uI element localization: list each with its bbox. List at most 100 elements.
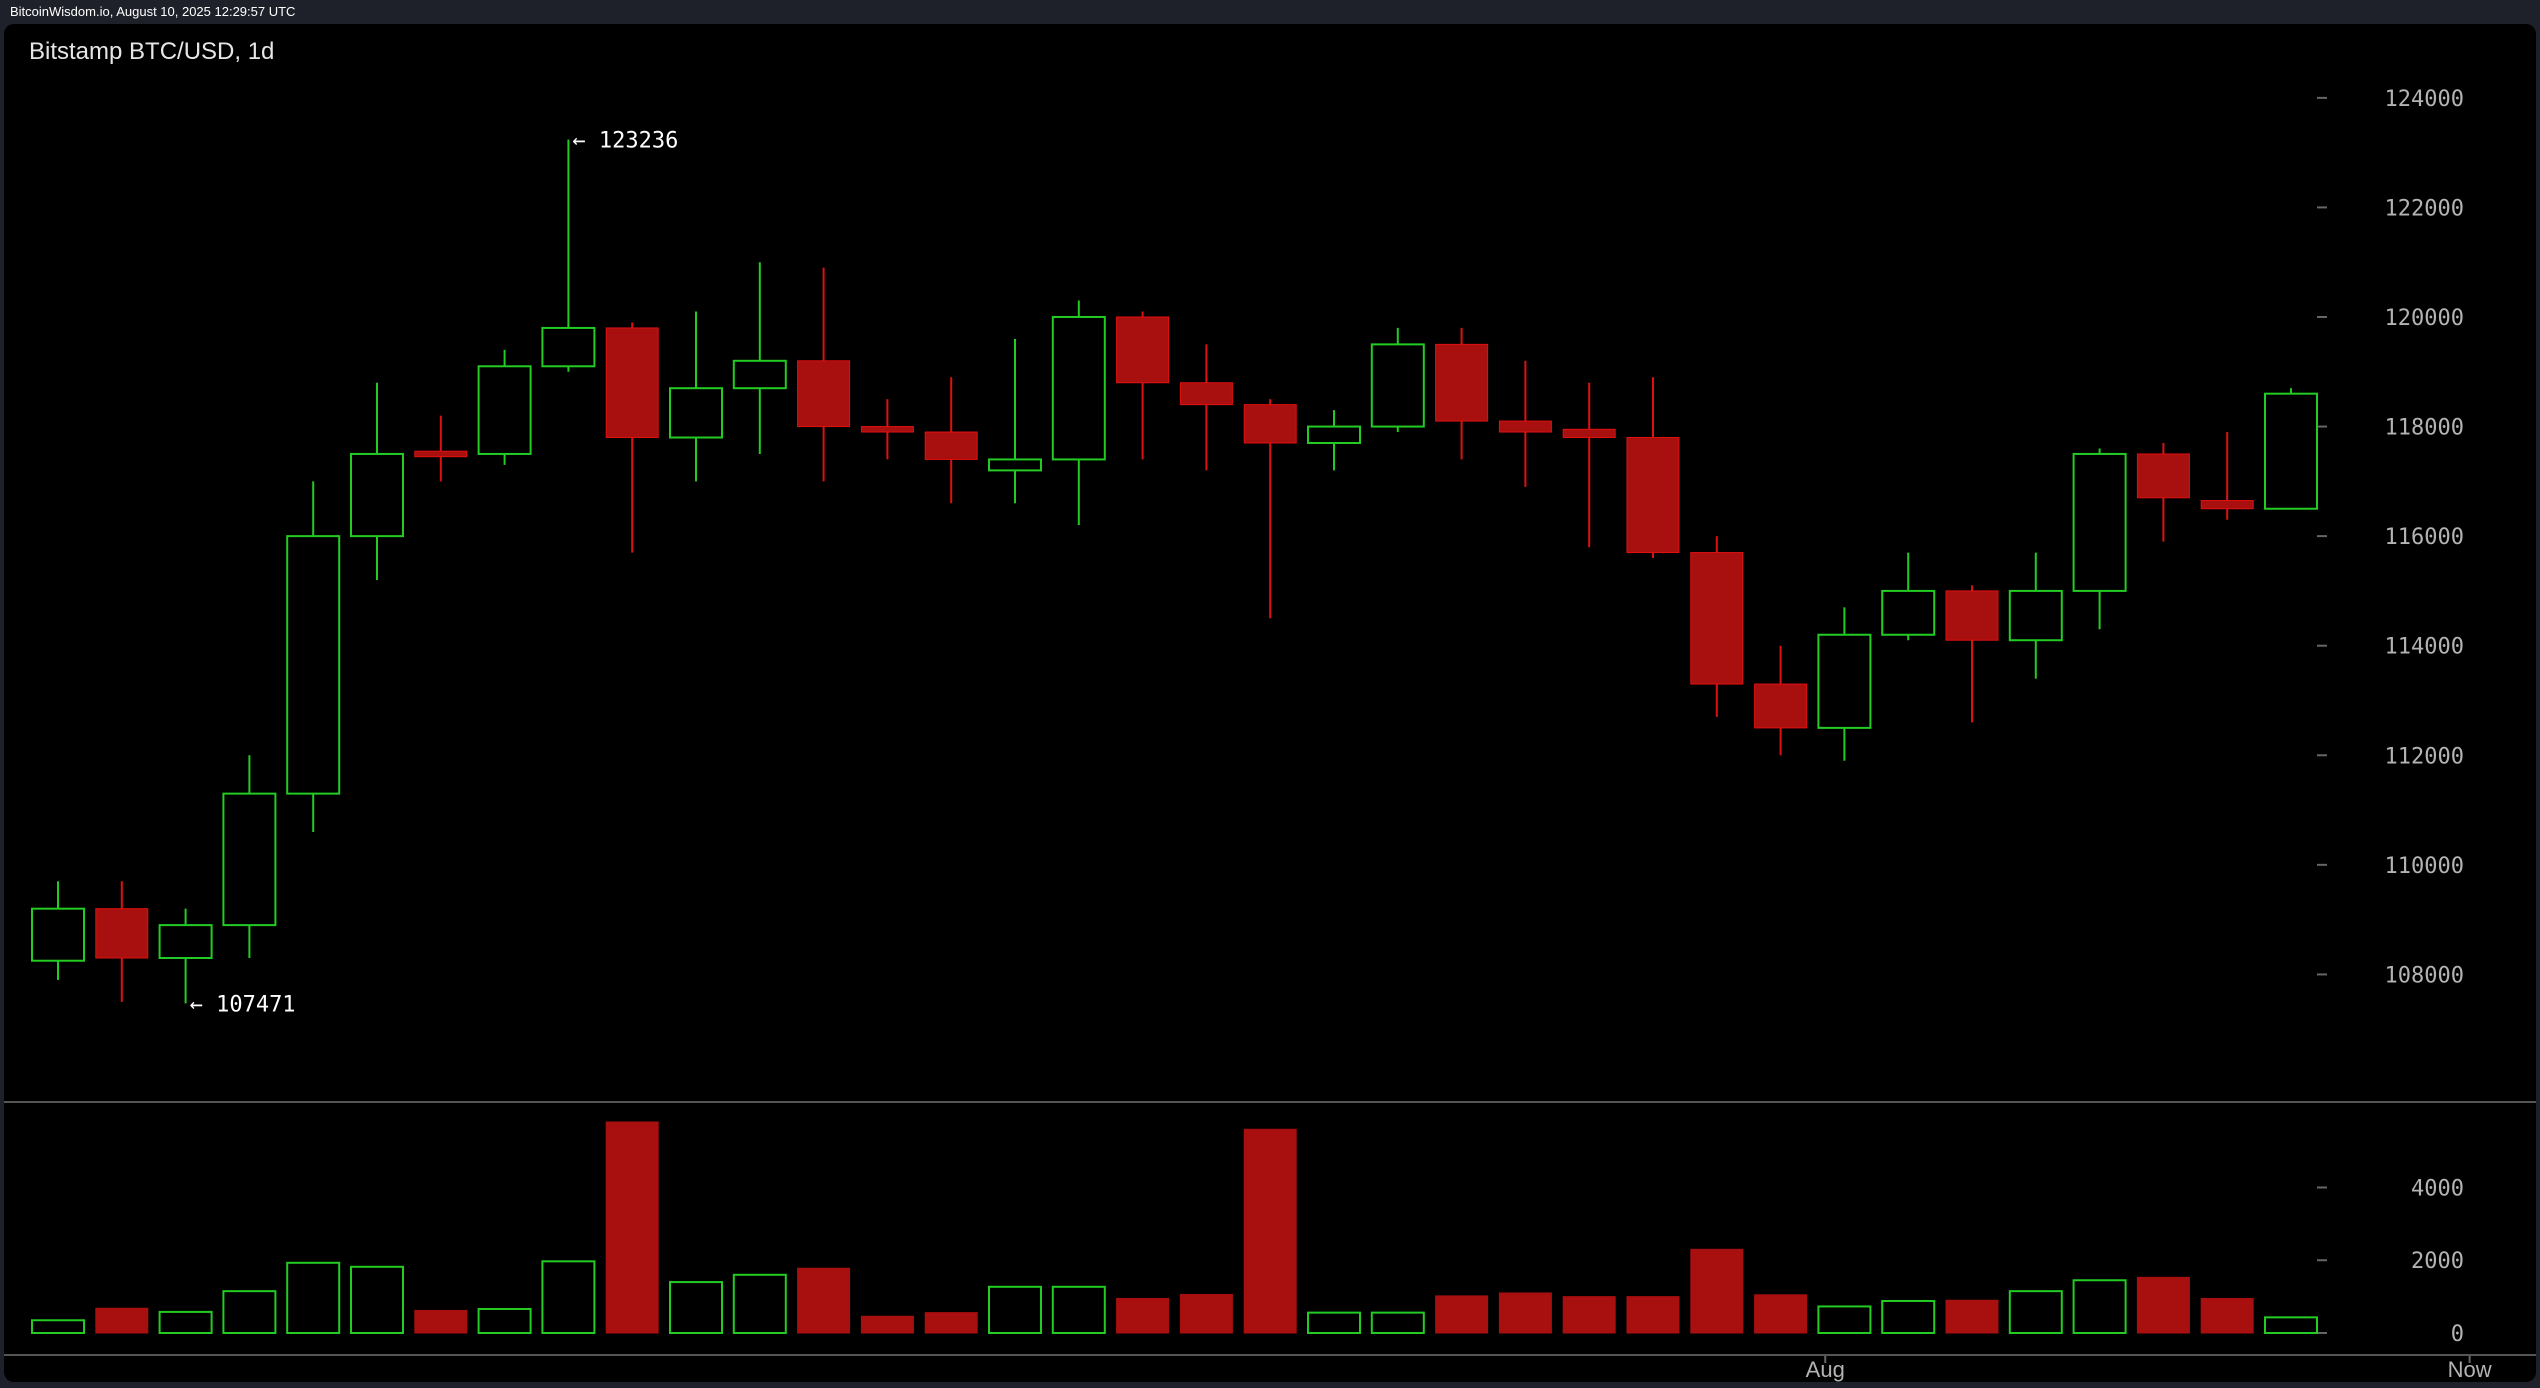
- volume-bar-down: [1243, 1128, 1297, 1334]
- candle-body: [414, 450, 468, 458]
- volume-tick-label: 0: [2451, 1322, 2464, 1347]
- candle-body: [1754, 683, 1808, 729]
- price-tick-label: 112000: [2385, 744, 2464, 769]
- candle-down: [95, 881, 149, 1002]
- candle-up: [1051, 300, 1106, 526]
- candle-body: [669, 387, 723, 439]
- candle-body: [1498, 420, 1552, 433]
- candle-up: [2008, 552, 2063, 679]
- volume-bar-up: [222, 1290, 277, 1335]
- candle-down: [1690, 536, 1744, 717]
- price-tick-label: 108000: [2385, 963, 2464, 988]
- volume-bar-down: [797, 1267, 851, 1334]
- candle-up: [2072, 448, 2127, 630]
- volume-bar-up: [732, 1273, 787, 1334]
- volume-bar-up: [31, 1319, 85, 1334]
- candle-body: [286, 535, 341, 795]
- candle-body: [1116, 316, 1170, 384]
- candle-body: [1307, 425, 1361, 444]
- candle-body: [2200, 500, 2254, 510]
- candle-up: [158, 908, 213, 1004]
- volume-series: [31, 1121, 2318, 1335]
- candle-down: [1243, 399, 1297, 619]
- chart-canvas[interactable]: Bitstamp BTC/USD, 1d 108000 110000 112000 1…: [4, 24, 2536, 1382]
- candle-body: [158, 924, 213, 959]
- candle-body: [1435, 343, 1489, 422]
- volume-bar-up: [158, 1310, 213, 1335]
- candle-body: [988, 458, 1042, 472]
- candle-up: [732, 262, 787, 454]
- candle-body: [2264, 392, 2318, 510]
- chart-frame: Bitstamp BTC/USD, 1d 108000 110000 112000 1…: [4, 24, 2536, 1382]
- price-tick-label: 120000: [2385, 306, 2464, 331]
- candle-body: [2136, 453, 2190, 499]
- candle-up: [477, 349, 532, 465]
- candle-up: [1307, 410, 1361, 471]
- candle-body: [1690, 552, 1744, 685]
- volume-bar-down: [1626, 1296, 1680, 1334]
- header-bar: BitcoinWisdom.io, August 10, 2025 12:29:…: [0, 0, 2540, 24]
- volume-bar-up: [1817, 1305, 1872, 1335]
- candle-up: [222, 755, 277, 958]
- candle-down: [1754, 645, 1808, 756]
- candle-body: [2008, 589, 2063, 642]
- candle-body: [1370, 343, 1425, 428]
- extreme-price-annotation: ← 123236: [572, 129, 678, 154]
- candle-down: [1435, 327, 1489, 460]
- candle-up: [286, 481, 341, 832]
- candle-down: [1626, 377, 1680, 559]
- volume-bar-up: [1051, 1285, 1106, 1334]
- volume-tick-label: 2000: [2411, 1249, 2464, 1274]
- volume-bar-up: [286, 1261, 341, 1335]
- candle-down: [605, 322, 659, 553]
- candle-body: [541, 326, 596, 368]
- candle-body: [2072, 452, 2127, 592]
- volume-bar-down: [2136, 1276, 2190, 1334]
- volume-bar-up: [350, 1265, 404, 1335]
- candle-up: [541, 139, 596, 372]
- candle-down: [414, 415, 468, 482]
- candle-body: [31, 907, 85, 962]
- price-tick-label: 110000: [2385, 854, 2464, 879]
- time-axis: Aug Now: [1806, 1355, 2492, 1382]
- candle-body: [1243, 404, 1297, 444]
- price-tick-label: 116000: [2385, 525, 2464, 550]
- candle-body: [477, 365, 532, 455]
- time-tick-label: Aug: [1806, 1357, 1845, 1382]
- volume-bar-down: [1754, 1294, 1808, 1334]
- candle-body: [1817, 633, 1872, 729]
- volume-bar-down: [860, 1315, 914, 1334]
- candle-down: [1562, 382, 1616, 548]
- volume-bar-down: [1498, 1292, 1552, 1334]
- candle-up: [1881, 552, 1936, 641]
- volume-bar-up: [1307, 1311, 1361, 1334]
- extreme-price-annotation: ← 107471: [190, 992, 296, 1017]
- volume-bar-up: [1370, 1311, 1425, 1334]
- price-tick-label: 124000: [2385, 87, 2464, 112]
- volume-bar-up: [2072, 1279, 2127, 1334]
- price-tick-label: 122000: [2385, 196, 2464, 221]
- volume-bar-up: [541, 1260, 596, 1335]
- price-tick-label: 114000: [2385, 635, 2464, 660]
- candle-down: [1179, 344, 1233, 471]
- volume-bar-up: [669, 1281, 723, 1335]
- price-tick-label: 118000: [2385, 416, 2464, 441]
- candle-down: [2136, 442, 2190, 542]
- candle-up: [1370, 327, 1425, 433]
- candle-body: [350, 452, 404, 538]
- volume-bar-down: [414, 1309, 468, 1334]
- candle-body: [605, 327, 659, 439]
- candle-down: [1498, 360, 1552, 487]
- volume-tick-label: 4000: [2411, 1176, 2464, 1201]
- candle-up: [2264, 388, 2318, 510]
- chart-title: Bitstamp BTC/USD, 1d: [29, 38, 274, 65]
- candle-body: [95, 908, 149, 959]
- volume-bar-down: [2200, 1297, 2254, 1334]
- candle-body: [860, 426, 914, 433]
- candle-body: [1626, 437, 1680, 554]
- candle-up: [669, 311, 723, 482]
- volume-bar-up: [2008, 1290, 2063, 1335]
- candle-body: [732, 359, 787, 390]
- volume-bar-up: [988, 1285, 1042, 1334]
- candlestick-series: [31, 139, 2318, 1004]
